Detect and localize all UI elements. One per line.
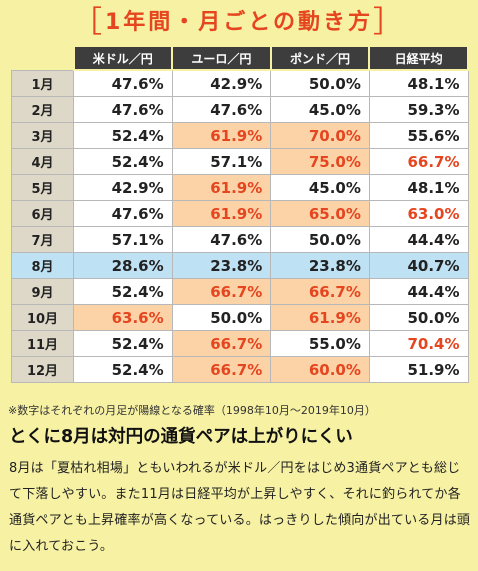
header-cell: 米ドル／円 [72, 45, 174, 71]
value-cell: 50.0% [270, 69, 370, 97]
value-cell: 61.9% [270, 304, 370, 331]
table-row: 6月 47.6% 61.9% 65.0% 63.0% [11, 200, 469, 227]
table-row: 3月 52.4% 61.9% 70.0% 55.6% [11, 122, 469, 149]
value-cell: 55.6% [368, 122, 469, 149]
value-cell: 70.0% [270, 122, 370, 149]
table-row: 1月 47.6% 42.9% 50.0% 48.1% [11, 69, 469, 97]
value-cell: 60.0% [270, 356, 370, 383]
header-cell: ユーロ／円 [171, 45, 272, 71]
footnote: ※数字はそれぞれの月足が陽線となる確率（1998年10月〜2019年10月） [8, 404, 376, 417]
value-cell: 47.6% [171, 96, 272, 123]
month-label: 12月 [11, 356, 74, 383]
month-label: 9月 [11, 278, 74, 305]
month-label: 11月 [11, 330, 74, 357]
table-row: 7月 57.1% 47.6% 50.0% 44.4% [11, 226, 469, 253]
value-cell: 52.4% [73, 122, 173, 149]
value-cell: 44.4% [368, 278, 469, 305]
value-cell: 75.0% [270, 148, 370, 175]
month-label: 3月 [11, 122, 74, 149]
value-cell: 47.6% [73, 96, 173, 123]
month-label: 6月 [11, 200, 74, 227]
value-cell: 50.0% [368, 304, 469, 331]
table-row: 10月 63.6% 50.0% 61.9% 50.0% [11, 304, 469, 331]
value-cell: 50.0% [270, 226, 370, 253]
value-cell: 66.7% [171, 278, 272, 305]
value-cell: 52.4% [73, 148, 173, 175]
value-cell: 63.6% [73, 304, 173, 331]
value-cell: 59.3% [368, 96, 469, 123]
value-cell: 51.9% [368, 356, 469, 383]
value-cell: 66.7% [368, 148, 469, 175]
right-bracket-glyph: ］ [373, 5, 407, 40]
value-cell: 61.9% [171, 122, 272, 149]
value-cell: 55.0% [270, 330, 370, 357]
value-cell: 61.9% [171, 200, 272, 227]
value-cell: 28.6% [73, 252, 173, 279]
value-cell: 63.0% [368, 200, 469, 227]
value-cell: 50.0% [171, 304, 272, 331]
value-cell: 47.6% [171, 226, 272, 253]
value-cell: 52.4% [73, 356, 173, 383]
headline: とくに8月は対円の通貨ペアは上がりにくい [9, 427, 353, 447]
value-cell: 52.4% [73, 330, 173, 357]
value-cell: 47.6% [73, 200, 173, 227]
value-cell: 47.6% [73, 69, 173, 97]
table-row: 8月 28.6% 23.8% 23.8% 40.7% [11, 252, 469, 279]
value-cell: 61.9% [171, 174, 272, 201]
header-row: 米ドル／円 ユーロ／円 ポンド／円 日経平均 [12, 45, 469, 71]
value-cell: 65.0% [270, 200, 370, 227]
body-paragraph: 8月は「夏枯れ相場」ともいわれるが米ドル／円をはじめ3通貨ペアとも総じて下落しや… [9, 461, 471, 554]
value-cell: 45.0% [270, 96, 370, 123]
table-row: 12月 52.4% 66.7% 60.0% 51.9% [11, 356, 469, 383]
value-cell: 57.1% [73, 226, 173, 253]
value-cell: 23.8% [171, 252, 272, 279]
value-cell: 45.0% [270, 174, 370, 201]
value-cell: 48.1% [368, 174, 469, 201]
value-cell: 66.7% [171, 356, 272, 383]
value-cell: 42.9% [171, 69, 272, 97]
value-cell: 57.1% [171, 148, 272, 175]
month-label: 2月 [11, 96, 74, 123]
table-row: 4月 52.4% 57.1% 75.0% 66.7% [11, 148, 469, 175]
header-cell: ポンド／円 [269, 45, 371, 71]
value-cell: 40.7% [368, 252, 469, 279]
value-cell: 44.4% [368, 226, 469, 253]
header-corner [12, 46, 74, 70]
value-cell: 48.1% [368, 69, 469, 97]
month-label: 7月 [11, 226, 74, 253]
value-cell: 66.7% [171, 330, 272, 357]
month-label: 5月 [11, 174, 74, 201]
table-body: 1月 47.6% 42.9% 50.0% 48.1% 2月 47.6% 47.6% 45.0% 5… [11, 69, 469, 383]
month-label: 8月 [11, 252, 74, 279]
value-cell: 66.7% [270, 278, 370, 305]
month-label: 1月 [11, 69, 74, 97]
monthly-table: 米ドル／円 ユーロ／円 ポンド／円 日経平均 1月 47.6% 42.9% 50.0%… [11, 45, 469, 383]
value-cell: 70.4% [368, 330, 469, 357]
value-cell: 42.9% [73, 174, 173, 201]
page-title-text: 1年間・月ごとの動き方 [104, 10, 374, 35]
table-row: 9月 52.4% 66.7% 66.7% 44.4% [11, 278, 469, 305]
table-row: 2月 47.6% 47.6% 45.0% 59.3% [11, 96, 469, 123]
value-cell: 52.4% [73, 278, 173, 305]
header-cell: 日経平均 [368, 45, 469, 71]
page-title: ［1年間・月ごとの動き方］ [0, 4, 478, 42]
value-cell: 23.8% [270, 252, 370, 279]
month-label: 4月 [11, 148, 74, 175]
table-header: 米ドル／円 ユーロ／円 ポンド／円 日経平均 [12, 45, 469, 71]
left-bracket-glyph: ［ [71, 5, 105, 40]
month-label: 10月 [11, 304, 74, 331]
table-row: 5月 42.9% 61.9% 45.0% 48.1% [11, 174, 469, 201]
table-row: 11月 52.4% 66.7% 55.0% 70.4% [11, 330, 469, 357]
